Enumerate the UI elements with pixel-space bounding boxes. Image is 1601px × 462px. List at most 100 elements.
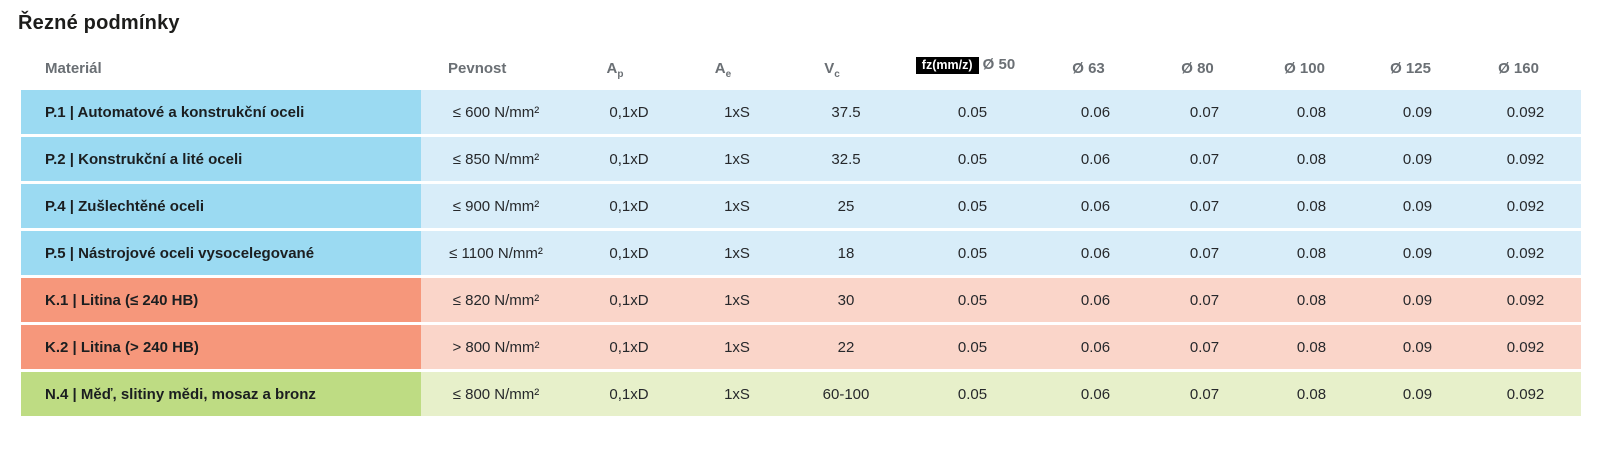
fz-d100-cell: 0.08 bbox=[1258, 137, 1365, 181]
d50-label: Ø 50 bbox=[982, 56, 1016, 73]
fz-d125-cell: 0.09 bbox=[1365, 231, 1470, 275]
table-row: P.4 | Zušlechtěné oceli ≤ 900 N/mm² 0,1x… bbox=[21, 184, 1581, 228]
col-header-material: Materiál bbox=[21, 56, 421, 87]
ap-subscript: p bbox=[617, 69, 624, 80]
vc-cell: 60-100 bbox=[787, 372, 905, 416]
col-header-ae: Ae bbox=[687, 56, 787, 87]
fz-d160-cell: 0.092 bbox=[1470, 372, 1581, 416]
material-cell: P.4 | Zušlechtěné oceli bbox=[21, 184, 421, 228]
vc-label: V bbox=[824, 60, 835, 77]
table-row: K.1 | Litina (≤ 240 HB) ≤ 820 N/mm² 0,1x… bbox=[21, 278, 1581, 322]
fz-d100-cell: 0.08 bbox=[1258, 325, 1365, 369]
col-header-pevnost: Pevnost bbox=[421, 56, 571, 87]
ap-cell: 0,1xD bbox=[571, 137, 687, 181]
page-title: Řezné podmínky bbox=[18, 12, 180, 34]
fz-d80-cell: 0.07 bbox=[1151, 278, 1258, 322]
fz-d63-cell: 0.06 bbox=[1040, 184, 1151, 228]
ae-cell: 1xS bbox=[687, 372, 787, 416]
fz-d63-cell: 0.06 bbox=[1040, 372, 1151, 416]
material-cell: P.5 | Nástrojové oceli vysocelegované bbox=[21, 231, 421, 275]
ae-cell: 1xS bbox=[687, 231, 787, 275]
material-cell: K.2 | Litina (> 240 HB) bbox=[21, 325, 421, 369]
fz-d125-cell: 0.09 bbox=[1365, 90, 1470, 134]
col-header-vc: Vc bbox=[787, 56, 905, 87]
fz-d160-cell: 0.092 bbox=[1470, 137, 1581, 181]
fz-d125-cell: 0.09 bbox=[1365, 278, 1470, 322]
ae-cell: 1xS bbox=[687, 184, 787, 228]
ap-cell: 0,1xD bbox=[571, 372, 687, 416]
pevnost-cell: ≤ 600 N/mm² bbox=[421, 90, 571, 134]
fz-d80-cell: 0.07 bbox=[1151, 325, 1258, 369]
table-row: K.2 | Litina (> 240 HB) > 800 N/mm² 0,1x… bbox=[21, 325, 1581, 369]
vc-cell: 32.5 bbox=[787, 137, 905, 181]
fz-d100-cell: 0.08 bbox=[1258, 278, 1365, 322]
fz-d50-cell: 0.05 bbox=[905, 231, 1040, 275]
ap-cell: 0,1xD bbox=[571, 231, 687, 275]
fz-d125-cell: 0.09 bbox=[1365, 372, 1470, 416]
ap-cell: 0,1xD bbox=[571, 325, 687, 369]
col-header-d100: Ø 100 bbox=[1258, 56, 1365, 87]
fz-d63-cell: 0.06 bbox=[1040, 137, 1151, 181]
ae-cell: 1xS bbox=[687, 137, 787, 181]
fz-d50-cell: 0.05 bbox=[905, 325, 1040, 369]
fz-d160-cell: 0.092 bbox=[1470, 278, 1581, 322]
col-header-d63: Ø 63 bbox=[1040, 56, 1151, 87]
col-header-ap: Ap bbox=[571, 56, 687, 87]
ae-cell: 1xS bbox=[687, 278, 787, 322]
pevnost-cell: ≤ 900 N/mm² bbox=[421, 184, 571, 228]
fz-d160-cell: 0.092 bbox=[1470, 90, 1581, 134]
fz-d50-cell: 0.05 bbox=[905, 278, 1040, 322]
pevnost-cell: ≤ 800 N/mm² bbox=[421, 372, 571, 416]
table-row: N.4 | Měď, slitiny mědi, mosaz a bronz ≤… bbox=[21, 372, 1581, 416]
material-cell: K.1 | Litina (≤ 240 HB) bbox=[21, 278, 421, 322]
col-header-d50: fz(mm/z) Ø 50 bbox=[905, 56, 1040, 87]
ap-cell: 0,1xD bbox=[571, 278, 687, 322]
fz-d80-cell: 0.07 bbox=[1151, 184, 1258, 228]
ae-subscript: e bbox=[725, 69, 732, 80]
fz-d80-cell: 0.07 bbox=[1151, 90, 1258, 134]
vc-subscript: c bbox=[834, 69, 840, 80]
material-cell: N.4 | Měď, slitiny mědi, mosaz a bronz bbox=[21, 372, 421, 416]
fz-d80-cell: 0.07 bbox=[1151, 372, 1258, 416]
material-cell: P.1 | Automatové a konstrukční oceli bbox=[21, 90, 421, 134]
fz-d63-cell: 0.06 bbox=[1040, 231, 1151, 275]
fz-d100-cell: 0.08 bbox=[1258, 372, 1365, 416]
col-header-d160: Ø 160 bbox=[1470, 56, 1581, 87]
vc-cell: 18 bbox=[787, 231, 905, 275]
ap-cell: 0,1xD bbox=[571, 184, 687, 228]
vc-cell: 37.5 bbox=[787, 90, 905, 134]
vc-cell: 30 bbox=[787, 278, 905, 322]
pevnost-cell: > 800 N/mm² bbox=[421, 325, 571, 369]
fz-d160-cell: 0.092 bbox=[1470, 231, 1581, 275]
ae-label: A bbox=[714, 60, 726, 77]
fz-d50-cell: 0.05 bbox=[905, 90, 1040, 134]
fz-d100-cell: 0.08 bbox=[1258, 90, 1365, 134]
fz-d160-cell: 0.092 bbox=[1470, 325, 1581, 369]
ap-label: A bbox=[606, 60, 618, 77]
col-header-d80: Ø 80 bbox=[1151, 56, 1258, 87]
fz-d125-cell: 0.09 bbox=[1365, 325, 1470, 369]
fz-d160-cell: 0.092 bbox=[1470, 184, 1581, 228]
fz-badge-line: fz(mm/z) bbox=[915, 56, 979, 74]
d50-header-stack: fz(mm/z) Ø 50 bbox=[915, 56, 1016, 77]
fz-unit-badge: fz(mm/z) bbox=[915, 57, 979, 74]
ae-cell: 1xS bbox=[687, 325, 787, 369]
table-row: P.2 | Konstrukční a lité oceli ≤ 850 N/m… bbox=[21, 137, 1581, 181]
header-row: Materiál Pevnost Ap Ae Vc fz(mm/z) Ø 50 … bbox=[21, 56, 1581, 87]
fz-d63-cell: 0.06 bbox=[1040, 278, 1151, 322]
fz-d100-cell: 0.08 bbox=[1258, 231, 1365, 275]
table-row: P.1 | Automatové a konstrukční oceli ≤ 6… bbox=[21, 90, 1581, 134]
fz-d80-cell: 0.07 bbox=[1151, 137, 1258, 181]
fz-d125-cell: 0.09 bbox=[1365, 137, 1470, 181]
vc-cell: 25 bbox=[787, 184, 905, 228]
fz-d63-cell: 0.06 bbox=[1040, 90, 1151, 134]
ap-cell: 0,1xD bbox=[571, 90, 687, 134]
material-cell: P.2 | Konstrukční a lité oceli bbox=[21, 137, 421, 181]
pevnost-cell: ≤ 820 N/mm² bbox=[421, 278, 571, 322]
cutting-conditions-table: Materiál Pevnost Ap Ae Vc fz(mm/z) Ø 50 … bbox=[21, 53, 1581, 419]
table-row: P.5 | Nástrojové oceli vysocelegované ≤ … bbox=[21, 231, 1581, 275]
fz-d100-cell: 0.08 bbox=[1258, 184, 1365, 228]
vc-cell: 22 bbox=[787, 325, 905, 369]
fz-d80-cell: 0.07 bbox=[1151, 231, 1258, 275]
fz-d50-cell: 0.05 bbox=[905, 137, 1040, 181]
